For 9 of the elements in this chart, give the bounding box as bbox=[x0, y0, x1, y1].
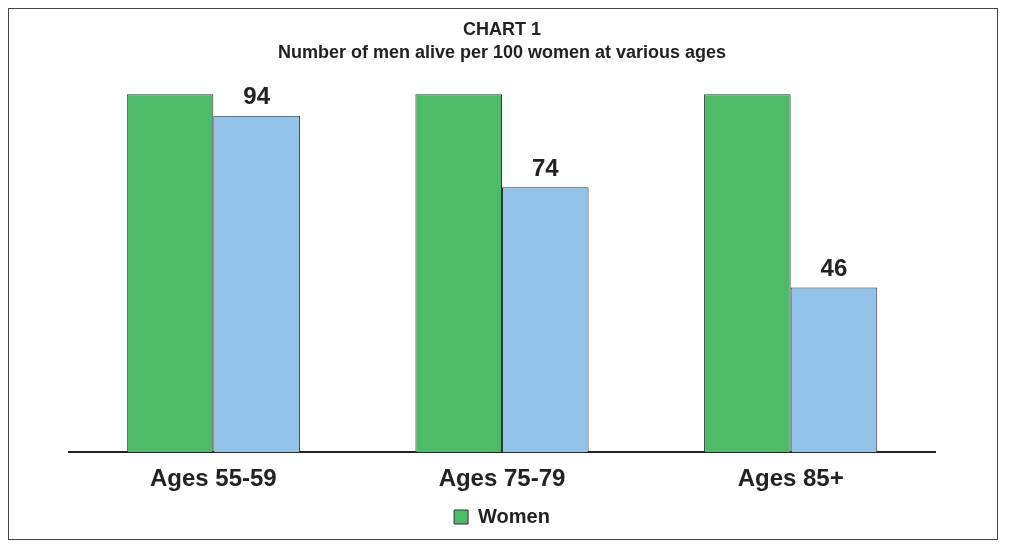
x-tick-label: Ages 75-79 bbox=[438, 464, 566, 492]
chart-subtitle: Number of men alive per 100 women at various ages bbox=[277, 42, 727, 63]
legend-label: Women bbox=[478, 504, 550, 527]
data-label: 94 bbox=[243, 82, 271, 110]
data-label: 74 bbox=[531, 153, 560, 181]
x-tick-label: Ages 55-59 bbox=[149, 464, 277, 492]
data-label: 46 bbox=[820, 254, 848, 282]
chart-title: CHART 1 bbox=[462, 18, 542, 39]
x-tick-label: Ages 85+ bbox=[737, 464, 844, 492]
